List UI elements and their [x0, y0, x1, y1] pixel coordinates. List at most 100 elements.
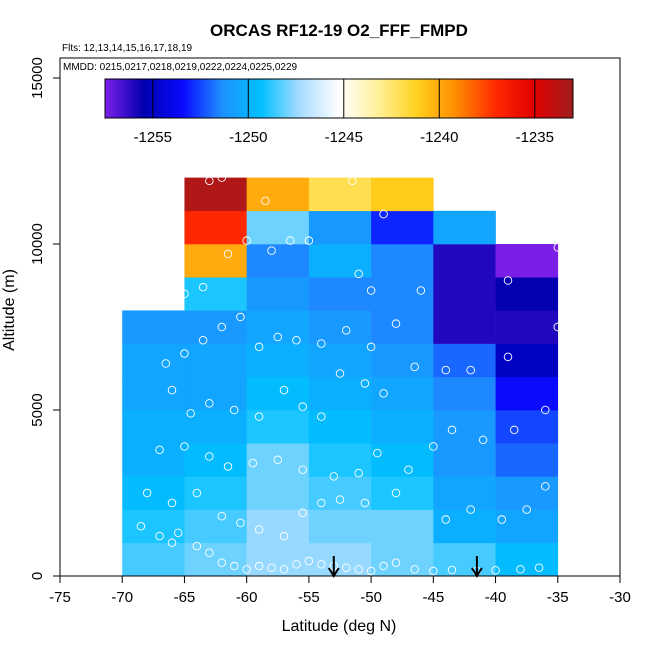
sample-point [298, 402, 307, 411]
heatmap-cell [122, 343, 185, 378]
heatmap-cell [184, 443, 247, 477]
sample-point [217, 511, 227, 521]
sample-point [366, 286, 376, 295]
heatmap-cell [495, 343, 559, 378]
heatmap-cell [433, 443, 496, 477]
heatmap-cell [433, 476, 496, 510]
heatmap-cell [122, 376, 185, 411]
sample-point [379, 389, 388, 398]
sample-point [466, 505, 475, 514]
y-tick-label: 0 [29, 572, 46, 580]
flights-label: Flts: 12,13,14,15,16,17,18,19 [62, 43, 193, 54]
heatmap-cell [308, 509, 372, 544]
x-tick-label: -30 [609, 589, 631, 606]
sample-point [354, 269, 363, 279]
heatmap-cell [184, 376, 247, 411]
sample-point [447, 425, 457, 435]
sample-point [254, 342, 264, 352]
heatmap-cell [371, 244, 434, 278]
sample-point [254, 561, 264, 571]
heatmap-cell [308, 177, 372, 212]
sample-points [136, 173, 563, 576]
sample-point [341, 563, 351, 572]
heatmap-cell [308, 310, 372, 344]
heatmap-cell [246, 310, 310, 344]
sample-point [317, 339, 326, 348]
sample-point [229, 561, 239, 571]
sample-point [391, 319, 401, 328]
sample-point [279, 531, 289, 541]
x-tick-label: -60 [236, 589, 258, 606]
x-tick-label: -35 [547, 589, 569, 606]
sample-point [167, 498, 177, 508]
sample-point [254, 525, 264, 534]
sample-point [503, 352, 513, 362]
heatmap-cell [495, 277, 559, 311]
sample-point [522, 505, 531, 514]
heatmap-cell [184, 310, 247, 344]
sample-point [534, 563, 544, 572]
heatmap-cell [246, 476, 310, 510]
sample-point [167, 385, 177, 395]
heatmap-cell [495, 310, 559, 344]
heatmap-cell [308, 343, 372, 378]
sample-point [236, 518, 245, 528]
heatmap-cell [308, 542, 372, 577]
sample-point [516, 565, 525, 574]
heatmap-cell [122, 542, 185, 577]
sample-point [205, 176, 214, 186]
sample-point [329, 472, 339, 481]
heatmap-cell [371, 277, 434, 311]
sample-point [317, 412, 326, 421]
heatmap-cell [371, 542, 434, 577]
sample-point [236, 312, 245, 322]
heatmap-cell [308, 210, 372, 245]
sample-point [217, 173, 227, 182]
heatmap-cell [246, 343, 310, 378]
sample-point [491, 566, 500, 575]
sample-point [317, 560, 326, 569]
sample-point [410, 362, 419, 372]
x-axis-label: Latitude (deg N) [282, 618, 397, 635]
heatmap-cell [433, 509, 496, 544]
heatmap-cell [246, 410, 310, 444]
chart-title: ORCAS RF12-19 O2_FFF_FMPD [210, 21, 468, 40]
heatmap-cell [371, 376, 434, 411]
x-tick-label: -45 [422, 589, 444, 606]
heatmap-cell [371, 310, 434, 344]
sample-point [223, 249, 233, 259]
sample-point [541, 482, 550, 491]
heatmap-cell [371, 343, 434, 378]
sample-point [273, 332, 283, 342]
sample-point [360, 498, 370, 508]
sample-point [192, 541, 202, 551]
colorbar-tick-label: -1250 [229, 129, 267, 146]
sample-point [229, 405, 239, 415]
y-axis: 0 5000 10000 15000 [29, 57, 60, 580]
sample-point [478, 435, 488, 445]
sample-point [335, 495, 345, 504]
y-axis-label: Altitude (m) [1, 269, 18, 351]
sample-point [292, 336, 301, 345]
heatmap-cell [184, 343, 247, 378]
heatmap-cell [495, 542, 559, 577]
sample-point [379, 209, 388, 219]
heatmap-cell [495, 410, 559, 444]
heatmap-cell [308, 443, 372, 477]
heatmap-cell [308, 244, 372, 278]
heatmap-cell [433, 244, 496, 278]
colorbar: -1255 -1250 -1245 -1240 -1235 [104, 78, 574, 146]
plot-frame [59, 57, 621, 577]
heatmap-cell [184, 542, 247, 577]
heatmap-cell [122, 509, 185, 544]
sample-point [553, 322, 563, 332]
heatmap-cell [246, 277, 310, 311]
sample-point [298, 465, 307, 475]
x-tick-label: -65 [174, 589, 196, 606]
heatmap-cell [184, 210, 247, 245]
sample-point [198, 336, 208, 345]
heatmap-cell [246, 244, 310, 278]
sample-point [217, 558, 227, 567]
heatmap-cell [371, 410, 434, 444]
heatmap-cell [495, 443, 559, 477]
